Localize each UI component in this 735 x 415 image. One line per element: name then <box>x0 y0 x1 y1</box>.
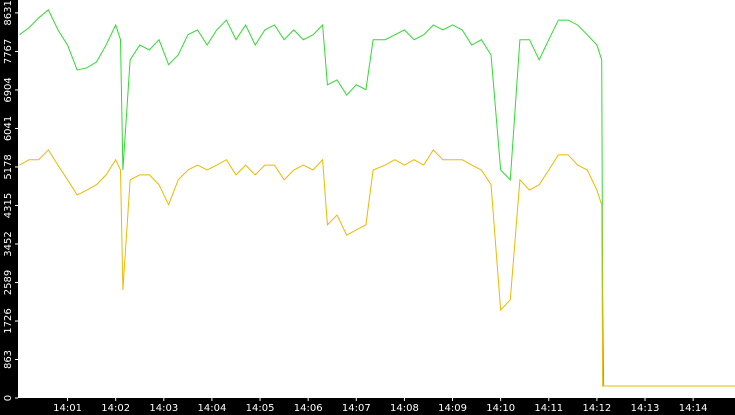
x-tick-label: 14:14 <box>679 403 708 414</box>
y-tick-label: 6904 <box>3 77 14 102</box>
x-tick-label: 14:11 <box>534 403 563 414</box>
x-tick-label: 14:10 <box>486 403 515 414</box>
x-axis-bar <box>0 398 735 415</box>
y-tick-label: 7767 <box>3 39 14 64</box>
x-tick-label: 14:12 <box>582 403 611 414</box>
x-tick-label: 14:09 <box>438 403 467 414</box>
y-tick-label: 863 <box>3 350 14 369</box>
y-tick-label: 8631 <box>3 0 14 25</box>
y-tick-label: 5178 <box>3 154 14 179</box>
y-tick-label: 0 <box>3 395 14 401</box>
y-tick-label: 4315 <box>3 193 14 218</box>
x-tick-label: 14:02 <box>101 403 130 414</box>
x-tick-label: 14:05 <box>246 403 275 414</box>
y-tick-label: 3452 <box>3 231 14 256</box>
x-tick-label: 14:03 <box>149 403 178 414</box>
y-tick-label: 1726 <box>3 308 14 333</box>
x-tick-label: 14:08 <box>390 403 419 414</box>
y-tick-label: 6041 <box>3 116 14 141</box>
y-tick-label: 2589 <box>3 270 14 295</box>
series-line <box>19 149 735 387</box>
x-tick-label: 14:06 <box>294 403 323 414</box>
x-tick-label: 14:04 <box>198 403 227 414</box>
x-tick-label: 14:07 <box>342 403 371 414</box>
x-tick-label: 14:01 <box>53 403 82 414</box>
y-axis-bar <box>0 0 18 415</box>
series-line <box>19 9 735 387</box>
x-tick-label: 14:13 <box>631 403 660 414</box>
